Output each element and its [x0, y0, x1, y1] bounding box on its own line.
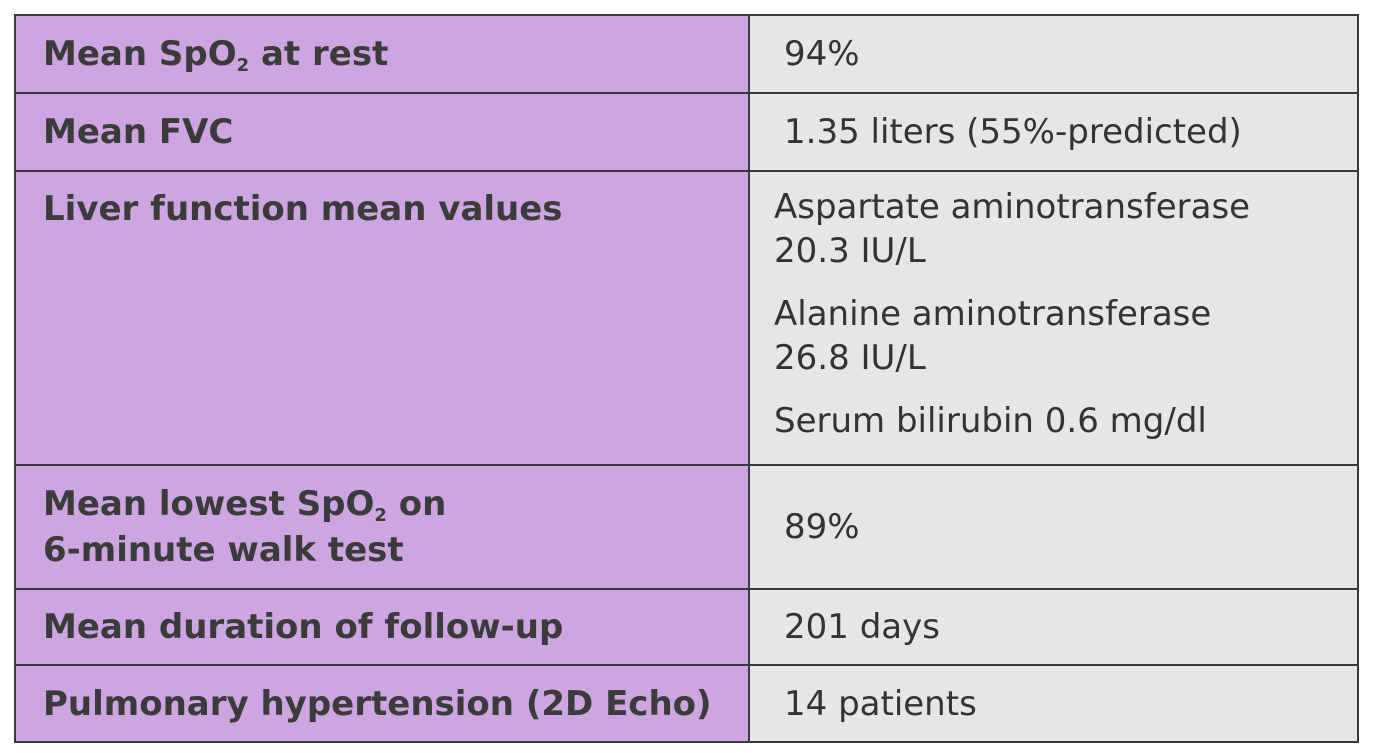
label-text: Mean lowest SpO [43, 484, 375, 524]
table-row: Mean FVC 1.35 liters (55%-predicted) [14, 92, 1359, 172]
label-text: at rest [249, 34, 389, 74]
row-label-liver: Liver function mean values [14, 170, 750, 466]
row-value-follow-up: 201 days [748, 588, 1359, 666]
subscript: 2 [236, 55, 250, 76]
liver-bilirubin: Serum bilirubin 0.6 mg/dl [774, 399, 1356, 443]
row-value-fvc: 1.35 liters (55%-predicted) [748, 92, 1359, 172]
row-value-spo2-rest: 94% [748, 14, 1359, 94]
liver-alt: Alanine aminotransferase 26.8 IU/L [774, 292, 1356, 380]
label-text: on [386, 484, 447, 524]
label-text: 6-minute walk test [43, 530, 404, 570]
row-label-spo2-walk: Mean lowest SpO2 on 6-minute walk test [14, 464, 750, 590]
table-row: Mean duration of follow-up 201 days [14, 588, 1359, 666]
table-row: Pulmonary hypertension (2D Echo) 14 pati… [14, 664, 1359, 743]
row-label-fvc: Mean FVC [14, 92, 750, 172]
row-value-pulmonary-hypertension: 14 patients [748, 664, 1359, 743]
row-label-spo2-rest: Mean SpO2 at rest [14, 14, 750, 94]
table-row: Mean lowest SpO2 on 6-minute walk test 89… [14, 464, 1359, 590]
liver-ast-value: 20.3 IU/L [774, 231, 926, 271]
row-value-liver: Aspartate aminotransferase 20.3 IU/L Ala… [748, 170, 1359, 466]
row-label-follow-up: Mean duration of follow-up [14, 588, 750, 666]
label-text: Mean SpO [43, 34, 237, 74]
row-label-pulmonary-hypertension: Pulmonary hypertension (2D Echo) [14, 664, 750, 743]
liver-ast-name: Aspartate aminotransferase [774, 187, 1251, 227]
liver-alt-name: Alanine aminotransferase [774, 294, 1212, 334]
summary-table: Mean SpO2 at rest 94% Mean FVC 1.35 lite… [14, 14, 1359, 743]
table-row: Mean SpO2 at rest 94% [14, 14, 1359, 94]
subscript: 2 [374, 505, 387, 526]
liver-ast: Aspartate aminotransferase 20.3 IU/L [774, 185, 1356, 273]
table-row: Liver function mean values Aspartate ami… [14, 170, 1359, 466]
liver-bilirubin-text: Serum bilirubin 0.6 mg/dl [774, 401, 1207, 441]
liver-alt-value: 26.8 IU/L [774, 338, 926, 378]
row-value-spo2-walk: 89% [748, 464, 1359, 590]
